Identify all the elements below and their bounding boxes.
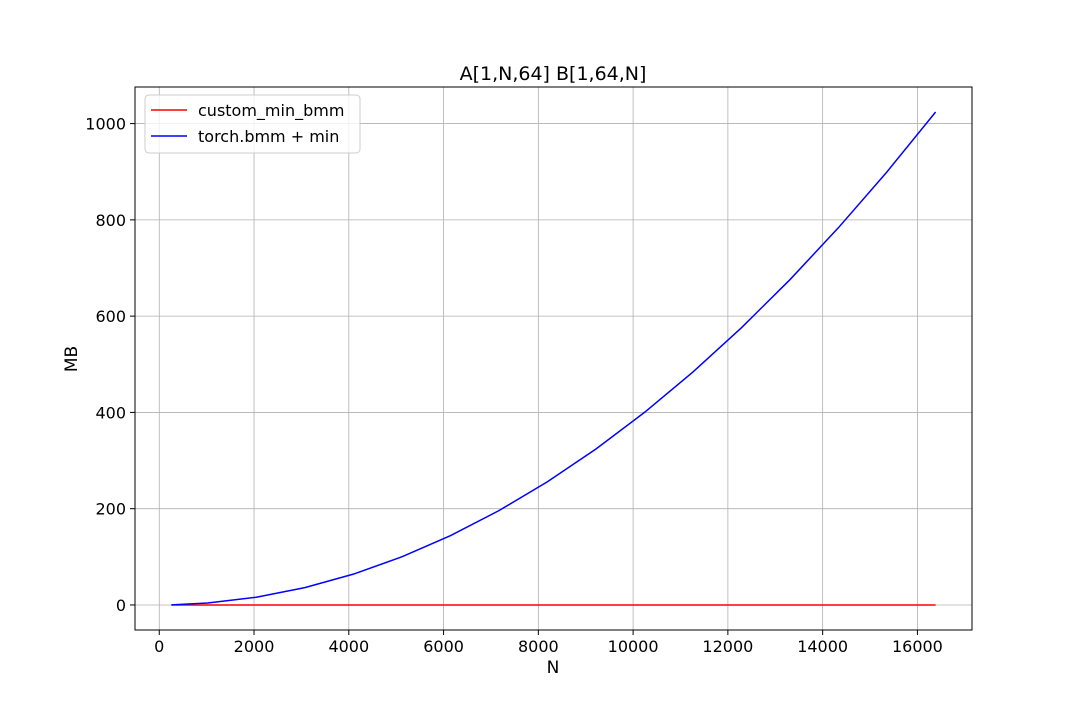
x-tick-label: 16000 xyxy=(892,637,943,656)
x-tick-label: 2000 xyxy=(234,637,275,656)
plot-area xyxy=(135,87,972,630)
grid xyxy=(135,87,972,630)
x-tick-label: 6000 xyxy=(423,637,464,656)
y-tick-label: 200 xyxy=(95,500,126,519)
legend-box xyxy=(144,94,361,154)
y-axis-label: MB xyxy=(62,346,82,372)
x-tick-label: 4000 xyxy=(328,637,369,656)
axis-ticks: 0 2000 4000 6000 8000 10000 12000 14000 16000 0 20… xyxy=(85,115,943,656)
x-tick-label: 8000 xyxy=(518,637,559,656)
y-tick-label: 600 xyxy=(95,307,126,326)
y-tick-label: 800 xyxy=(95,211,126,230)
x-tick-label: 10000 xyxy=(608,637,659,656)
x-axis-label: N xyxy=(547,658,560,678)
plot-frame xyxy=(134,86,973,631)
legend: custom_min_bmm torch.bmm + min xyxy=(144,94,361,154)
x-tick-label: 0 xyxy=(154,637,164,656)
series-line-torch-bmm-min xyxy=(171,111,937,606)
legend-label-torch-bmm-min: torch.bmm + min xyxy=(198,127,339,146)
chart-title: A[1,N,64] B[1,64,N] xyxy=(460,63,647,85)
x-tick-label: 12000 xyxy=(702,637,753,656)
y-tick-label: 0 xyxy=(116,596,126,615)
y-tick-label: 400 xyxy=(95,403,126,422)
x-tick-label: 14000 xyxy=(797,637,848,656)
y-tick-label: 1000 xyxy=(85,115,126,134)
series-layer xyxy=(171,111,937,606)
legend-label-custom-min-bmm: custom_min_bmm xyxy=(198,101,344,121)
